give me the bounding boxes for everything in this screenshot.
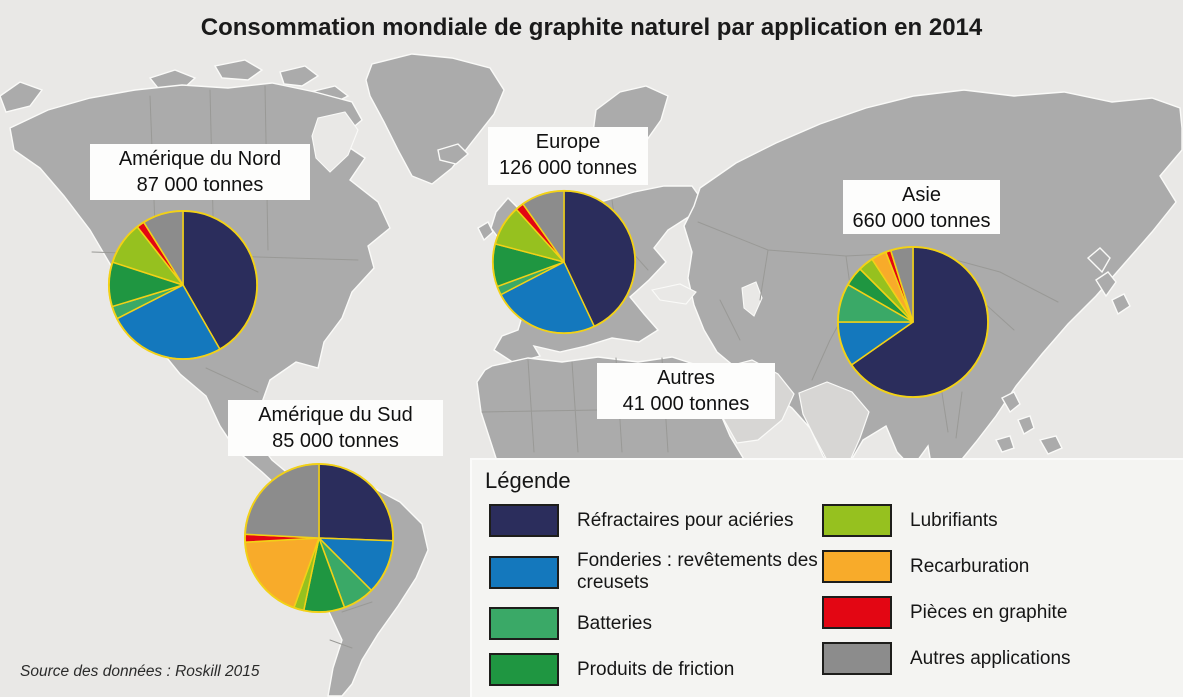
region-tonnage: 126 000 tonnes <box>499 157 637 179</box>
legend-swatch-fonderies <box>489 555 559 589</box>
iceland <box>437 143 470 165</box>
label-south-america: Amérique du Sud 85 000 tonnes <box>228 400 443 456</box>
legend-swatch-pieces <box>822 596 892 629</box>
pie-outline <box>491 189 637 335</box>
legend: Légende Réfractaires pour aciéries Fonder… <box>470 458 1183 697</box>
legend-swatch-batteries <box>489 607 559 640</box>
chart-title: Consommation mondiale de graphite nature… <box>200 14 983 41</box>
legend-label: Batteries <box>577 612 652 634</box>
caspian-sea <box>741 281 763 317</box>
label-others: Autres 41 000 tonnes <box>597 363 775 419</box>
legend-column-1: Réfractaires pour aciéries Fonderies : re… <box>489 504 822 686</box>
region-tonnage: 41 000 tonnes <box>622 393 750 415</box>
greenland <box>365 53 505 185</box>
legend-item-pieces: Pièces en graphite <box>822 596 1071 629</box>
pie-slice-autres <box>244 463 320 539</box>
legend-item-friction: Produits de friction <box>489 653 822 686</box>
pie-south-america <box>243 462 395 614</box>
region-tonnage: 660 000 tonnes <box>852 210 991 232</box>
japan <box>1095 271 1117 298</box>
region-name: Amérique du Sud <box>258 404 413 426</box>
landmass-chukotka <box>0 81 44 113</box>
legend-item-recarburation: Recarburation <box>822 550 1071 583</box>
legend-item-autres: Autres applications <box>822 642 1071 675</box>
japan <box>1111 293 1131 316</box>
pie-svg-europe <box>491 189 637 335</box>
legend-item-fonderies: Fonderies : revêtements des creusets <box>489 550 822 594</box>
legend-label: Produits de friction <box>577 658 735 680</box>
region-name: Asie <box>902 184 941 206</box>
legend-label: Fonderies : revêtements des creusets <box>577 550 818 593</box>
japan <box>1086 247 1111 274</box>
philippines <box>1001 391 1021 414</box>
region-tonnage: 85 000 tonnes <box>272 430 399 452</box>
hudson-bay <box>311 111 359 173</box>
legend-column-2: Lubrifiants Recarburation Pièces en graphi… <box>822 504 1071 675</box>
region-name: Autres <box>657 367 715 389</box>
label-europe: Europe 126 000 tonnes <box>488 127 648 185</box>
legend-swatch-lubrifiants <box>822 504 892 537</box>
arctic-island <box>279 65 320 87</box>
pie-north-america <box>107 209 259 361</box>
legend-label: Réfractaires pour aciéries <box>577 509 794 531</box>
pie-outline <box>107 209 259 361</box>
pie-slice-refractaires <box>318 463 394 542</box>
pie-asia <box>836 245 990 399</box>
pie-europe <box>491 189 637 335</box>
legend-swatch-refractaires <box>489 504 559 537</box>
legend-label: Autres applications <box>910 647 1071 669</box>
legend-label: Recarburation <box>910 555 1030 577</box>
legend-swatch-recarburation <box>822 550 892 583</box>
legend-label: Pièces en graphite <box>910 601 1068 623</box>
region-name: Europe <box>535 131 601 153</box>
legend-item-refractaires: Réfractaires pour aciéries <box>489 504 822 537</box>
region-tonnage: 87 000 tonnes <box>136 174 264 196</box>
pie-svg-north_america <box>107 209 259 361</box>
label-north-america: Amérique du Nord 87 000 tonnes <box>90 144 310 200</box>
indonesia-island <box>994 435 1015 453</box>
region-name: Amérique du Nord <box>118 148 282 170</box>
arctic-island <box>213 59 264 81</box>
legend-swatch-autres <box>822 642 892 675</box>
ireland <box>477 221 494 242</box>
legend-label: Lubrifiants <box>910 509 998 531</box>
legend-item-batteries: Batteries <box>489 607 822 640</box>
legend-swatch-friction <box>489 653 559 686</box>
label-asia: Asie 660 000 tonnes <box>843 180 1000 234</box>
black-sea <box>651 283 697 305</box>
philippines <box>1017 415 1035 436</box>
legend-item-lubrifiants: Lubrifiants <box>822 504 1071 537</box>
legend-title: Légende <box>485 468 571 493</box>
pie-svg-asia <box>836 245 990 399</box>
pie-svg-south_america <box>243 462 395 614</box>
indonesia-island <box>1038 435 1063 455</box>
source-note: Source des données : Roskill 2015 <box>20 663 260 680</box>
pie-outline <box>243 462 395 614</box>
pie-outline <box>836 245 990 399</box>
